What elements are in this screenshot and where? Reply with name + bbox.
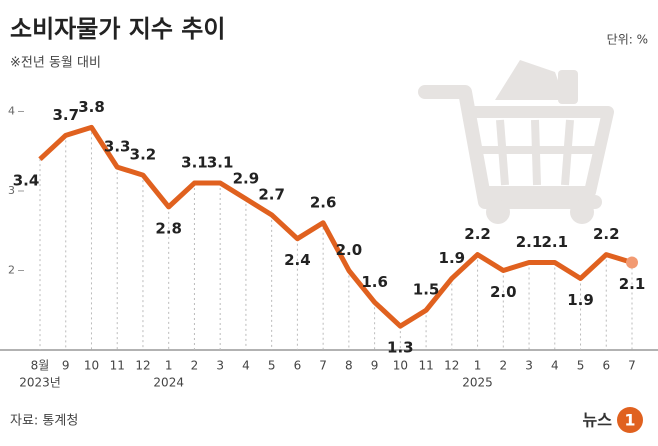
logo-text: 뉴스	[583, 411, 613, 430]
value-label: 3.7	[52, 106, 79, 124]
value-label: 2.6	[310, 193, 337, 211]
cart-icon	[418, 60, 614, 224]
value-label: 2.1	[516, 233, 543, 251]
x-tick-label: 11	[418, 359, 433, 373]
value-label: 2.8	[155, 219, 182, 237]
year-label: 2023년	[19, 376, 61, 390]
logo-mark: 1	[624, 411, 635, 430]
x-tick-label: 6	[602, 359, 610, 373]
value-label: 2.2	[464, 225, 491, 243]
chart-title: 소비자물가 지수 추이	[10, 15, 225, 43]
value-label: 3.1	[181, 154, 208, 172]
x-tick-label: 5	[577, 359, 585, 373]
x-tick-label: 1	[474, 359, 482, 373]
x-tick-label: 5	[268, 359, 276, 373]
logo-badge	[617, 407, 643, 433]
x-tick-label: 1	[165, 359, 173, 373]
x-tick-label: 9	[62, 359, 70, 373]
unit: 단위: %	[607, 33, 648, 47]
y-tick-label: 4	[8, 104, 15, 117]
value-label: 1.3	[387, 339, 414, 357]
value-label: 1.9	[439, 249, 466, 267]
x-tick-label: 4	[242, 359, 250, 373]
value-label: 2.4	[284, 251, 311, 269]
x-tick-label: 3	[216, 359, 224, 373]
x-tick-label: 7	[319, 359, 327, 373]
x-tick-label: 10	[393, 359, 408, 373]
x-tick-label: 4	[551, 359, 559, 373]
subtitle: ※전년 동월 대비	[10, 56, 101, 71]
x-tick-label: 7	[628, 359, 636, 373]
y-tick-label: 2	[8, 263, 15, 276]
value-label: 2.7	[258, 185, 285, 203]
year-label: 2025	[462, 376, 493, 390]
x-tick-label: 3	[525, 359, 533, 373]
value-label: 2.2	[593, 225, 620, 243]
source: 자료: 통계청	[10, 414, 78, 429]
x-tick-label: 11	[110, 359, 125, 373]
x-tick-label: 2	[191, 359, 199, 373]
value-label: 3.1	[207, 154, 234, 172]
value-label: 2.9	[233, 169, 260, 187]
value-label: 3.8	[78, 98, 105, 116]
x-tick-label: 10	[84, 359, 99, 373]
x-tick-label: 8	[345, 359, 353, 373]
value-label: 2.1	[541, 233, 568, 251]
value-label: 1.6	[361, 273, 388, 291]
value-label: 2.1	[619, 275, 646, 293]
x-tick-label: 2	[499, 359, 507, 373]
x-tick-label: 8월	[31, 359, 50, 373]
x-tick-label: 9	[371, 359, 379, 373]
x-tick-label: 6	[294, 359, 302, 373]
x-tick-label: 12	[444, 359, 459, 373]
line-series	[38, 124, 633, 329]
value-label: 3.3	[104, 138, 131, 156]
value-label: 3.2	[130, 146, 157, 164]
value-label: 1.9	[567, 291, 594, 309]
value-label: 1.5	[413, 281, 440, 299]
x-tick-label: 12	[135, 359, 150, 373]
value-label: 2.0	[336, 241, 363, 259]
last-point	[626, 256, 638, 269]
value-label: 2.0	[490, 283, 517, 301]
year-label: 2024	[153, 376, 184, 390]
y-tick-label: 3	[8, 184, 15, 197]
value-label: 3.4	[13, 172, 40, 190]
